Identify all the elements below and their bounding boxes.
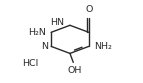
Text: OH: OH — [67, 66, 82, 75]
Text: HN: HN — [50, 18, 64, 27]
Text: O: O — [85, 5, 93, 14]
Text: H₂N: H₂N — [28, 28, 46, 37]
Text: N: N — [41, 42, 48, 51]
Text: HCl: HCl — [22, 59, 39, 68]
Text: NH₂: NH₂ — [94, 42, 112, 51]
